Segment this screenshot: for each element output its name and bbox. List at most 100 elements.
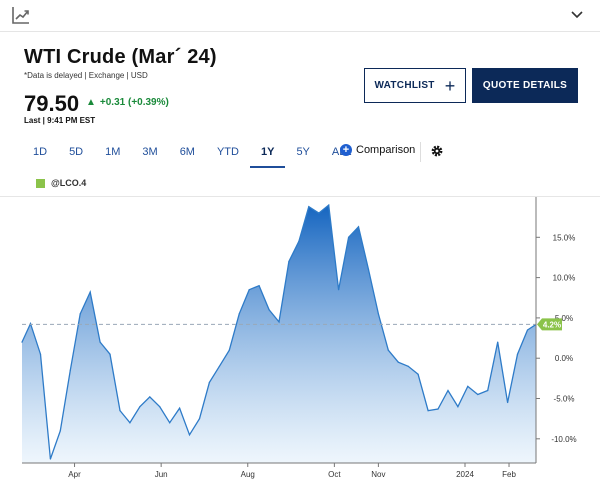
- x-tick-label: 2024: [456, 470, 474, 479]
- data-point: [218, 365, 220, 367]
- data-point: [308, 206, 310, 208]
- quote-details-button[interactable]: QUOTE DETAILS: [472, 68, 578, 103]
- data-point: [39, 353, 42, 355]
- range-5y[interactable]: 5Y: [296, 146, 310, 158]
- x-tick-label: Jun: [155, 470, 168, 479]
- data-point: [487, 389, 489, 392]
- data-point: [417, 373, 419, 375]
- data-point: [288, 260, 290, 263]
- legend-label: @LCO.4: [51, 178, 87, 188]
- data-point: [248, 289, 250, 291]
- chart-svg: 15.0% 10.0% 5.0% 0.0% -5.0% -10.0% Apr Jun Aug Oc…: [21, 197, 577, 479]
- up-arrow-icon: ▲: [86, 97, 96, 108]
- chevron-down-icon[interactable]: [570, 8, 584, 22]
- quote-details-label: QUOTE DETAILS: [482, 80, 568, 91]
- last-updated: Last | 9:41 PM EST: [24, 116, 96, 125]
- data-point: [516, 353, 519, 355]
- data-point: [407, 365, 409, 367]
- data-point: [427, 410, 429, 412]
- data-delay-note: *Data is delayed | Exchange | USD: [24, 71, 148, 80]
- data-point: [228, 349, 230, 351]
- data-point: [497, 341, 499, 343]
- data-point: [526, 329, 529, 331]
- data-point: [149, 396, 151, 398]
- data-point: [159, 406, 161, 408]
- data-point: [129, 422, 131, 424]
- last-price: 79.50: [24, 91, 80, 116]
- chart-legend: @LCO.4: [36, 178, 86, 188]
- x-tick-label: Apr: [68, 470, 81, 479]
- data-point: [238, 313, 240, 315]
- data-point: [198, 418, 201, 420]
- x-tick-label: Feb: [502, 470, 516, 479]
- data-point: [169, 422, 171, 424]
- data-point: [139, 406, 141, 408]
- data-point: [99, 341, 101, 343]
- range-5d[interactable]: 5D: [69, 146, 84, 158]
- data-point: [447, 389, 449, 392]
- data-point: [268, 309, 270, 311]
- data-point: [208, 381, 210, 383]
- y-tick-label: 10.0%: [553, 274, 576, 283]
- data-point: [387, 349, 389, 351]
- data-point: [348, 236, 350, 238]
- data-point: [367, 268, 370, 271]
- data-point: [507, 401, 509, 404]
- time-range-selector: 1D 5D 1M 3M 6M YTD 1Y 5Y ALL: [22, 143, 362, 168]
- chart-icon[interactable]: [12, 6, 30, 24]
- range-1m[interactable]: 1M: [105, 146, 121, 158]
- range-6m[interactable]: 6M: [179, 146, 195, 158]
- data-point: [467, 385, 469, 387]
- data-point: [357, 226, 360, 228]
- y-tick-label: 15.0%: [553, 233, 576, 242]
- range-1d[interactable]: 1D: [33, 146, 48, 158]
- comparison-button[interactable]: + Comparison: [340, 144, 415, 156]
- x-tick-label: Aug: [241, 470, 255, 479]
- watchlist-label: WATCHLIST: [374, 80, 435, 91]
- x-tick-label: Oct: [328, 470, 341, 479]
- data-point: [397, 361, 399, 363]
- gear-icon[interactable]: [430, 144, 444, 158]
- data-point: [298, 240, 300, 242]
- data-point: [258, 285, 260, 287]
- y-tick-label: 5.0%: [555, 314, 573, 323]
- data-point: [477, 393, 479, 396]
- y-tick-label: 0.0%: [555, 354, 573, 363]
- data-point: [179, 407, 181, 409]
- data-point: [119, 410, 121, 412]
- data-point: [109, 353, 111, 355]
- page-title: WTI Crude (Mar´ 24): [24, 46, 217, 68]
- data-point: [69, 369, 71, 371]
- x-tick-label: Nov: [371, 470, 385, 479]
- data-point: [457, 406, 459, 408]
- data-point: [338, 289, 340, 291]
- range-ytd[interactable]: YTD: [216, 146, 239, 158]
- price-chart[interactable]: 15.0% 10.0% 5.0% 0.0% -5.0% -10.0% Apr Jun Aug Oc…: [0, 196, 600, 500]
- data-point: [318, 212, 320, 214]
- last-value-label: 4.2%: [543, 320, 561, 329]
- data-point: [59, 430, 61, 432]
- range-1y[interactable]: 1Y: [249, 143, 286, 168]
- range-3m[interactable]: 3M: [142, 146, 158, 158]
- data-point: [49, 458, 52, 460]
- chart-area-fill: [22, 205, 536, 463]
- data-point: [79, 313, 81, 315]
- y-tick-label: -5.0%: [554, 395, 575, 404]
- last-value-tag: [537, 318, 562, 331]
- data-point: [377, 313, 379, 315]
- top-bar: [0, 0, 600, 32]
- legend-swatch: [36, 178, 45, 188]
- data-point: [278, 321, 280, 323]
- watchlist-button[interactable]: WATCHLIST +: [364, 68, 466, 103]
- y-tick-label: -10.0%: [551, 435, 576, 444]
- price-change: ▲ +0.31 (+0.39%): [86, 97, 169, 108]
- data-point: [328, 204, 330, 206]
- data-point: [188, 434, 191, 436]
- data-point: [21, 341, 23, 343]
- plus-icon: +: [444, 75, 456, 96]
- toolbar-divider: [420, 142, 421, 162]
- add-circle-icon: +: [340, 144, 352, 156]
- data-point: [89, 291, 91, 293]
- comparison-label: Comparison: [356, 144, 416, 156]
- data-point: [437, 408, 439, 410]
